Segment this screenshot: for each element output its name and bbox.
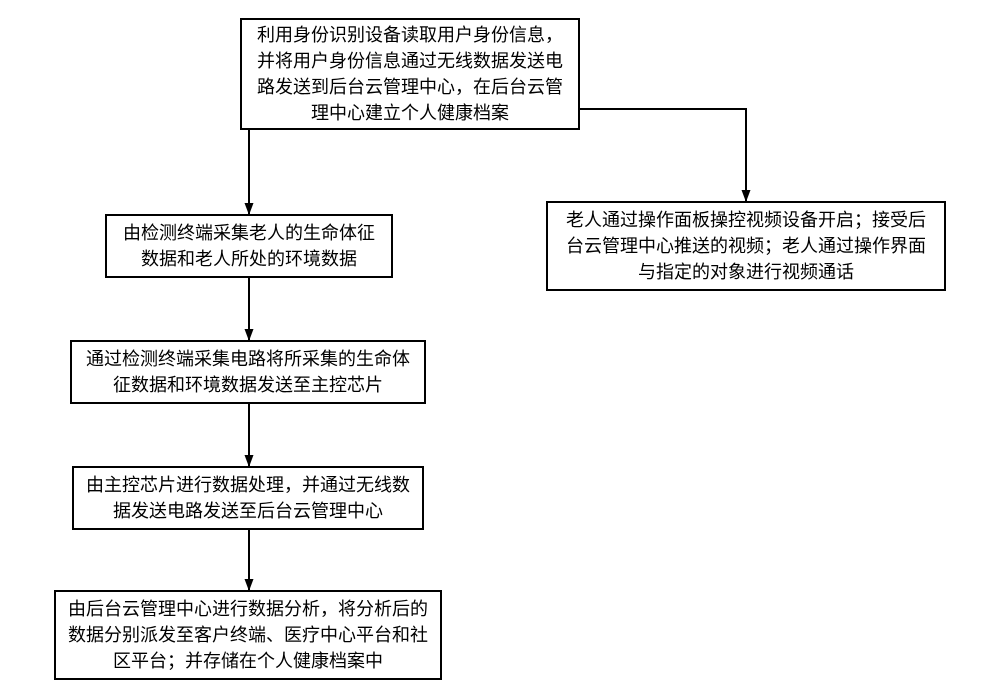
flow-node-collect-vitals: 由检测终端采集老人的生命体征数据和老人所处的环境数据 [105, 214, 393, 278]
flow-node-chip-process: 由主控芯片进行数据处理，并通过无线数据发送电路发送至后台云管理中心 [72, 466, 424, 530]
flow-node-send-to-chip: 通过检测终端采集电路将所采集的生命体征数据和环境数据发送至主控芯片 [70, 340, 426, 404]
flow-node-identity-read: 利用身份识别设备读取用户身份信息，并将用户身份信息通过无线数据发送电路发送到后台… [240, 18, 580, 130]
flowchart-canvas: 利用身份识别设备读取用户身份信息，并将用户身份信息通过无线数据发送电路发送到后台… [0, 0, 1000, 691]
flow-node-video-ops: 老人通过操作面板操控视频设备开启；接受后台云管理中心推送的视频；老人通过操作界面… [546, 201, 946, 291]
flow-node-cloud-analyze: 由后台云管理中心进行数据分析，将分析后的数据分别派发至客户终端、医疗中心平台和社… [54, 590, 442, 680]
